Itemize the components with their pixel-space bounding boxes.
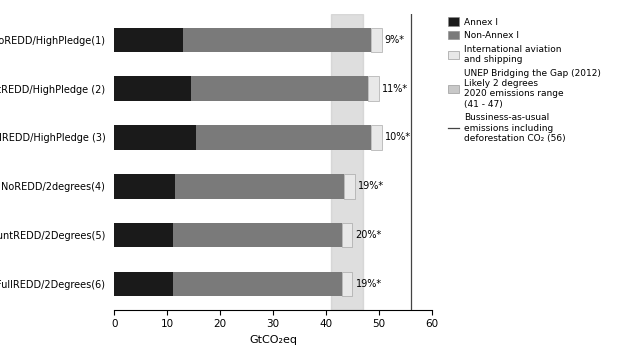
Bar	[114, 125, 196, 150]
Bar	[183, 27, 371, 52]
Bar	[331, 14, 363, 310]
Legend: Annex I, Non-Annex I, International aviation
and shipping, UNEP Bridging the Gap: Annex I, Non-Annex I, International avia…	[446, 15, 603, 145]
Bar	[368, 76, 379, 101]
Text: 20%*: 20%*	[356, 230, 382, 240]
Bar	[173, 223, 342, 247]
Bar	[191, 76, 368, 101]
Text: 10%*: 10%*	[385, 132, 411, 143]
Bar	[114, 272, 173, 296]
Bar	[371, 125, 382, 150]
Bar	[196, 125, 371, 150]
Bar	[114, 223, 173, 247]
Text: 9%*: 9%*	[385, 35, 404, 45]
Text: 19%*: 19%*	[358, 181, 384, 191]
Bar	[114, 27, 183, 52]
Text: 11%*: 11%*	[382, 84, 408, 94]
Bar	[114, 76, 191, 101]
Bar	[344, 174, 355, 199]
Text: 19%*: 19%*	[356, 279, 382, 289]
Bar	[173, 272, 342, 296]
Bar	[114, 174, 175, 199]
Bar	[342, 223, 352, 247]
X-axis label: GtCO₂eq: GtCO₂eq	[249, 335, 297, 345]
Bar	[175, 174, 344, 199]
Bar	[342, 272, 352, 296]
Bar	[371, 27, 382, 52]
